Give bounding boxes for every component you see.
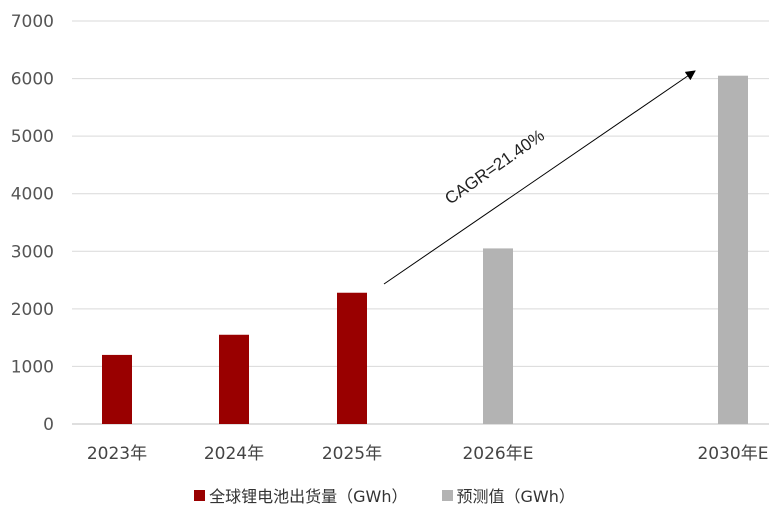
y-tick-label: 4000: [11, 185, 54, 205]
y-tick-label: 2000: [11, 300, 54, 320]
y-tick-label: 5000: [11, 127, 54, 147]
y-tick-label: 0: [43, 415, 54, 435]
bars: [102, 75, 748, 424]
x-tick-label: 2026年E: [462, 444, 533, 464]
y-axis-ticks: 0 1000 2000 3000 4000 5000 6000 7000: [11, 12, 54, 435]
x-axis-ticks: 2023年 2024年 2025年 2026年E 2030年E: [87, 444, 769, 464]
legend-swatch-shipments: [194, 489, 206, 501]
x-tick-label: 2024年: [204, 444, 264, 464]
y-tick-label: 1000: [11, 357, 54, 377]
x-tick-label: 2030年E: [697, 444, 768, 464]
bar-2023年: [102, 354, 132, 424]
legend-label-shipments: 全球锂电池出货量（GWh）: [209, 487, 408, 506]
bar-2024年: [219, 334, 249, 424]
bar-2026年E: [483, 248, 513, 424]
bar-2030年E: [718, 75, 748, 424]
legend-label-forecast: 预测值（GWh）: [456, 487, 575, 506]
legend: 全球锂电池出货量（GWh） 预测值（GWh）: [0, 484, 769, 506]
x-tick-label: 2025年: [322, 444, 382, 464]
x-tick-label: 2023年: [87, 444, 147, 464]
bar-2025年: [337, 292, 367, 424]
y-tick-label: 6000: [11, 70, 54, 90]
legend-swatch-forecast: [441, 489, 453, 501]
gridlines: [72, 20, 769, 425]
legend-item-shipments: 全球锂电池出货量（GWh）: [194, 483, 408, 507]
cagr-annotation: CAGR=21.40%: [441, 126, 547, 209]
y-tick-label: 3000: [11, 242, 54, 262]
y-tick-label: 7000: [11, 12, 54, 32]
bar-chart: 0 1000 2000 3000 4000 5000 6000 7000 2023年 2024年…: [11, 12, 769, 464]
cagr-arrow: [383, 70, 696, 285]
legend-item-forecast: 预测值（GWh）: [441, 483, 575, 507]
